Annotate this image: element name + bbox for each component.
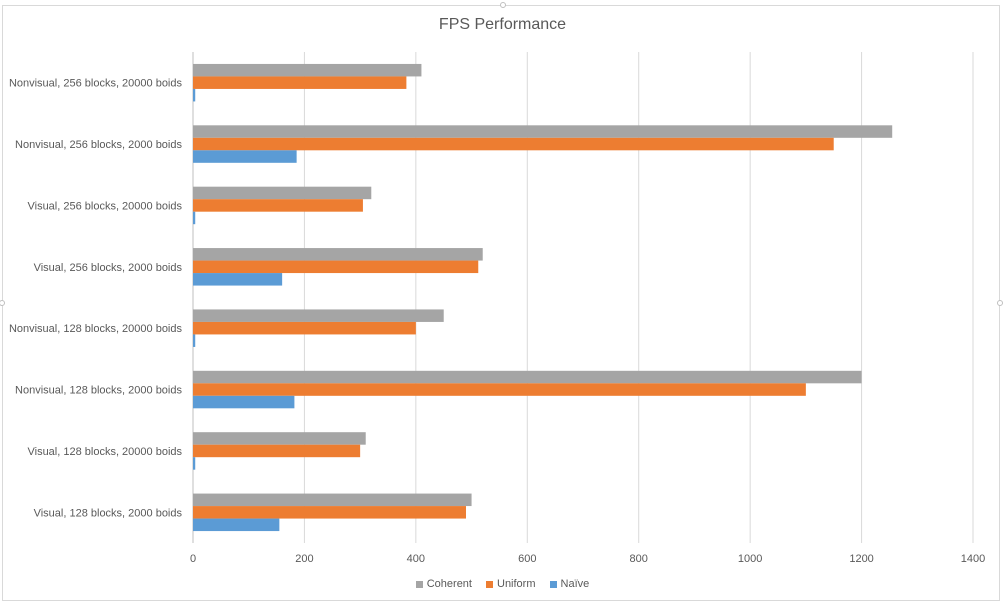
bar-nave-0[interactable] — [193, 88, 196, 102]
category-label: Nonvisual, 128 blocks, 2000 boids — [15, 385, 182, 397]
bar-coherent-4[interactable] — [193, 309, 444, 322]
bar-coherent-0[interactable] — [193, 63, 422, 77]
x-tick-label: 600 — [518, 553, 536, 565]
category-label: Nonvisual, 256 blocks, 2000 boids — [15, 139, 182, 151]
bar-nave-5[interactable] — [193, 395, 295, 409]
chart-area[interactable] — [2, 5, 1000, 601]
category-label: Visual, 256 blocks, 2000 boids — [34, 262, 183, 274]
legend-label: Uniform — [497, 578, 536, 590]
bar-nave-4[interactable] — [193, 334, 196, 347]
bar-coherent-5[interactable] — [193, 370, 862, 384]
category-labels: Nonvisual, 256 blocks, 20000 boids Nonvis… — [9, 78, 183, 520]
category-label: Nonvisual, 128 blocks, 20000 boids — [9, 323, 183, 335]
category-label: Visual, 256 blocks, 20000 boids — [27, 200, 182, 212]
bar-coherent-1[interactable] — [193, 125, 893, 138]
bar-nave-6[interactable] — [193, 457, 196, 470]
resize-handle-left[interactable] — [0, 300, 5, 306]
x-tick-label: 1400 — [961, 553, 985, 565]
x-tick-label: 1000 — [738, 553, 762, 565]
bar-nave-2[interactable] — [193, 211, 196, 225]
x-tick-label: 200 — [295, 553, 313, 565]
bar-nave-1[interactable] — [193, 150, 297, 163]
bar-coherent-2[interactable] — [193, 186, 372, 200]
legend-label: Coherent — [426, 578, 472, 590]
bar-nave-7[interactable] — [193, 518, 280, 532]
bar-uniform-6[interactable] — [193, 444, 361, 458]
legend-label: Naïve — [560, 578, 590, 590]
bar-uniform-1[interactable] — [193, 137, 834, 151]
category-label: Nonvisual, 256 blocks, 20000 boids — [9, 78, 183, 90]
bar-uniform-5[interactable] — [193, 383, 806, 396]
bar-uniform-7[interactable] — [193, 506, 466, 519]
legend-item[interactable]: Naïve — [549, 578, 590, 590]
legend-item[interactable]: Coherent — [415, 578, 472, 590]
legend-swatch — [486, 580, 493, 588]
category-label: Visual, 128 blocks, 2000 boids — [34, 507, 183, 519]
bar-coherent-6[interactable] — [193, 432, 366, 445]
legend: Coherent Uniform Naïve — [0, 578, 1005, 590]
x-tick-label: 400 — [407, 553, 425, 565]
legend-item[interactable]: Uniform — [486, 578, 536, 590]
bars — [193, 63, 893, 532]
bar-uniform-2[interactable] — [193, 199, 363, 212]
resize-handle-top[interactable] — [500, 2, 506, 8]
bar-uniform-4[interactable] — [193, 321, 416, 335]
chart-title: FPS Performance — [438, 16, 567, 33]
x-tick-label: 800 — [630, 553, 648, 565]
x-tick-labels: 0 200 400 600 800 1000 1200 1400 — [190, 553, 985, 565]
resize-handle-right[interactable] — [997, 300, 1003, 306]
bar-uniform-0[interactable] — [193, 76, 407, 89]
bar-coherent-3[interactable] — [193, 248, 483, 261]
bar-nave-3[interactable] — [193, 273, 283, 286]
bar-coherent-7[interactable] — [193, 493, 472, 507]
legend-swatch — [415, 580, 423, 588]
legend-swatch — [549, 580, 557, 588]
category-label: Visual, 128 blocks, 20000 boids — [27, 446, 182, 458]
bar-uniform-3[interactable] — [193, 260, 479, 274]
x-tick-label: 0 — [190, 553, 196, 565]
x-tick-label: 1200 — [849, 553, 873, 565]
